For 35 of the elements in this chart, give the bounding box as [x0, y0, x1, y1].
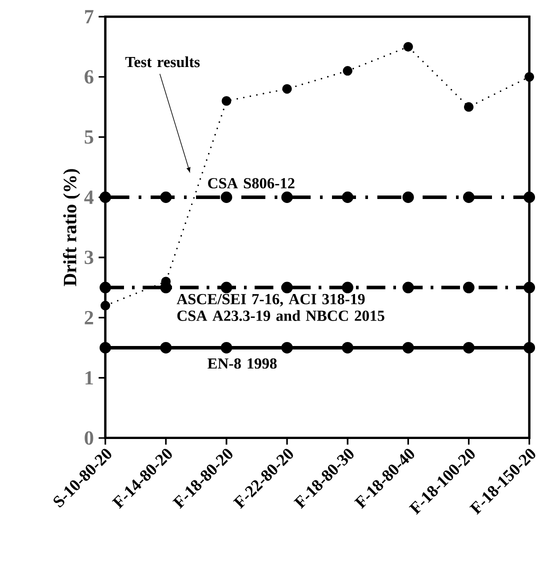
- text: Test results: [125, 56, 200, 68]
- series-label: CSA S806-12: [208, 178, 294, 188]
- point: [402, 192, 414, 203]
- series-label: EN-8 1998: [208, 358, 277, 369]
- point: [160, 192, 172, 203]
- y-tick-label: 4: [84, 190, 94, 204]
- y-tick-label: 6: [84, 70, 94, 84]
- point: [463, 342, 474, 354]
- point: [342, 282, 354, 294]
- point: [402, 342, 414, 354]
- point: [463, 192, 474, 203]
- point: [222, 96, 232, 106]
- point: [220, 282, 232, 294]
- point: [220, 342, 232, 354]
- point: [403, 42, 413, 52]
- y-tick-label: 3: [84, 250, 94, 264]
- point: [282, 84, 292, 94]
- point: [220, 192, 232, 203]
- point: [342, 342, 354, 354]
- y-tick-label: 7: [85, 10, 94, 24]
- point: [281, 192, 293, 203]
- point: [160, 342, 172, 354]
- point: [402, 282, 414, 294]
- point: [281, 342, 293, 354]
- point: [342, 192, 354, 203]
- y-tick-label: 0: [84, 431, 94, 445]
- y-tick-label: 5: [84, 130, 94, 144]
- y-tick-label: 2: [84, 311, 94, 324]
- point: [464, 102, 474, 112]
- point: [281, 282, 293, 294]
- series-label: ASCE/SEI 7-16, ACI 318-19 CSA A23.3-19 and NBCC 2015: [176, 294, 384, 322]
- y-tick-label: 1: [86, 371, 93, 384]
- point: [463, 282, 474, 294]
- y-axis-title: Drift ratio (%): [63, 169, 80, 286]
- point: [342, 66, 352, 76]
